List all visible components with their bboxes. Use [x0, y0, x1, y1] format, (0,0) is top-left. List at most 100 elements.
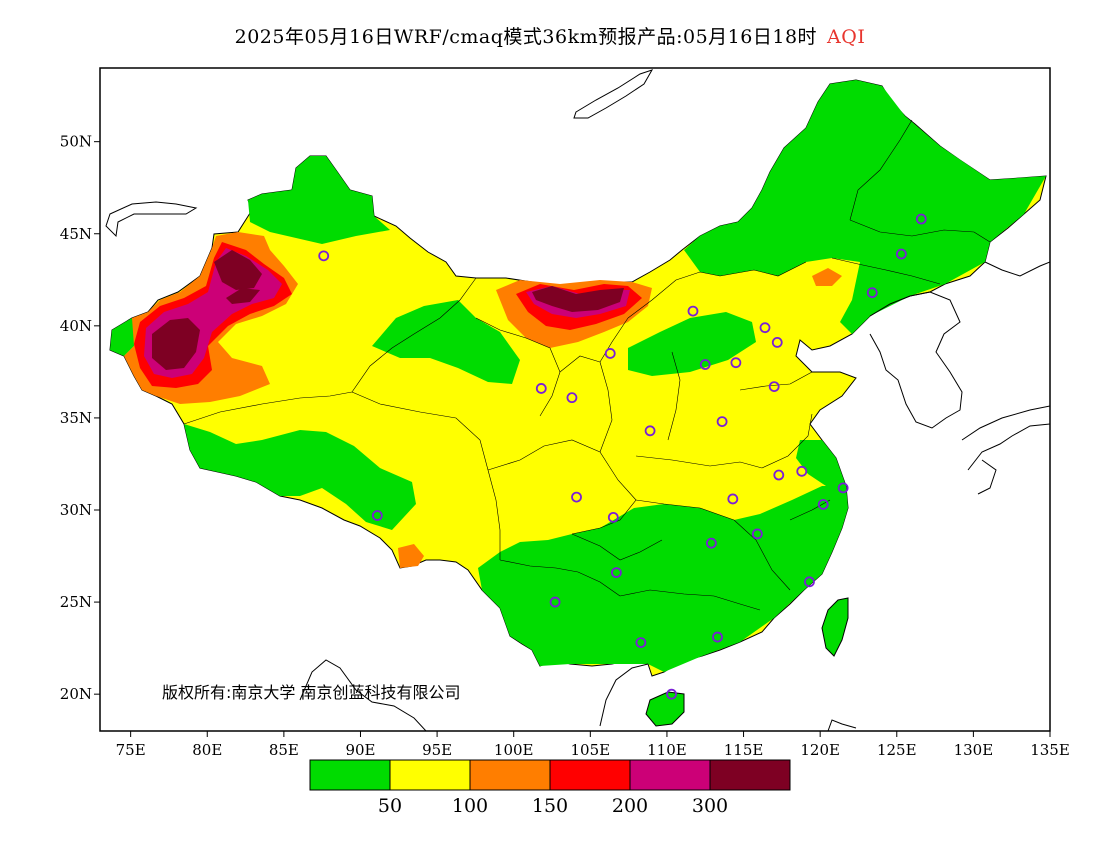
y-tick-label: 30N: [60, 501, 92, 519]
japan-coastline-1: [961, 405, 1050, 441]
station-marker: [566, 392, 578, 404]
x-tick-label: 90E: [345, 741, 375, 759]
station-marker: [727, 493, 739, 505]
station-marker: [635, 637, 647, 648]
region-darkred-xj-1: [152, 318, 200, 370]
region-darkred-xj-3: [226, 288, 260, 304]
x-axis: 75E 80E 85E 90E 95E 100E 105E 110E 115E 120E 125E 1…: [116, 731, 1070, 759]
korea-coastline: [869, 291, 963, 429]
boundary-guizhou: [571, 533, 663, 561]
japan-coastline-2: [967, 423, 1050, 471]
legend-swatch: [709, 759, 791, 791]
darkred-regions: [152, 250, 624, 370]
legend-label: 300: [692, 795, 728, 817]
boundary-guangxi-guangdong: [619, 589, 761, 611]
x-tick-label: 95E: [422, 741, 452, 759]
station-marker: [607, 511, 619, 523]
station-marker: [773, 469, 785, 481]
station-marker: [796, 465, 808, 477]
title-main: 2025年05月16日WRF/cmaq模式36km预报产品:05月16日18时: [234, 26, 818, 48]
legend-label: 200: [612, 795, 648, 817]
station-marker: [571, 491, 582, 503]
region-green-inner: [372, 300, 520, 384]
boundary-shaanxi: [599, 317, 629, 453]
title-variable: AQI: [827, 26, 866, 48]
boundary-yunnan: [499, 559, 621, 597]
province-boundaries: [183, 119, 991, 611]
boundary-zhejiang: [789, 499, 831, 521]
neighbor-coastlines: [105, 69, 1050, 731]
station-marker: [705, 537, 717, 549]
baikal: [573, 69, 654, 119]
balkhash: [105, 201, 198, 238]
boundary-heilongjiang-inner: [849, 119, 913, 221]
boundary-henan-hubei: [635, 455, 763, 469]
region-orange-sw: [398, 544, 424, 568]
y-tick-label: 40N: [60, 317, 92, 335]
x-tick-label: 80E: [192, 741, 222, 759]
legend-swatch: [309, 759, 391, 791]
region-green-south: [478, 486, 848, 672]
boundary-qinghai-tibet: [351, 391, 489, 471]
boundary-gansu: [475, 317, 561, 417]
station-marker: [866, 287, 878, 299]
y-tick-label: 35N: [60, 409, 92, 427]
x-tick-label: 100E: [494, 741, 534, 759]
boundary-jilin-liaoning: [831, 257, 941, 285]
station-marker: [837, 482, 849, 494]
region-green-northeast: [684, 80, 1046, 334]
region-green-east: [796, 440, 846, 486]
y-tick-label: 50N: [60, 133, 92, 151]
map-title: 2025年05月16日WRF/cmaq模式36km预报产品:05月16日18时 A…: [0, 22, 1100, 49]
station-marker: [716, 416, 728, 428]
boundary-innermongolia: [627, 261, 807, 319]
station-marker: [759, 322, 771, 334]
x-tick-label: 110E: [647, 741, 687, 759]
taiwan-landmass: [821, 597, 849, 657]
boundary-xinjiang-qinghai-gansu: [351, 277, 477, 393]
station-marker: [771, 337, 783, 348]
southeast-islands: [827, 719, 857, 731]
boundary-jiangxi-fujian: [733, 519, 791, 591]
region-green-tibet: [184, 424, 416, 530]
indochina-coast-2: [299, 659, 427, 731]
station-marker: [610, 567, 622, 579]
station-marker: [804, 576, 815, 588]
boundary-sichuan: [487, 439, 637, 535]
station-marker: [712, 631, 723, 643]
legend-swatch: [469, 759, 551, 791]
y-axis: 20N 25N 30N 35N 40N 45N 50N: [60, 133, 100, 703]
legend-swatch: [389, 759, 471, 791]
station-marker: [730, 357, 742, 369]
x-tick-label: 75E: [116, 741, 146, 759]
x-tick-label: 135E: [1030, 741, 1070, 759]
boundary-hunan: [635, 499, 735, 521]
boundary-shanxi-hebei: [667, 351, 681, 441]
station-marker: [687, 305, 699, 317]
station-marker: [751, 528, 763, 540]
hainan-landmass: [645, 691, 685, 727]
indochina-coast-1: [599, 663, 649, 727]
russia-coast: [984, 261, 1050, 277]
station-marker: [604, 348, 616, 359]
aqi-legend: 50 100 150 200 300: [309, 759, 791, 817]
map-area: [105, 69, 1050, 731]
station-marker: [371, 510, 383, 521]
boundary-heilongjiang-jilin: [849, 219, 991, 243]
station-markers: [318, 213, 927, 700]
y-tick-label: 45N: [60, 225, 92, 243]
station-marker: [644, 425, 656, 437]
station-marker: [817, 499, 829, 510]
legend-label: 50: [378, 795, 402, 817]
legend-label: 100: [452, 795, 488, 817]
station-marker: [318, 250, 330, 262]
station-marker: [666, 688, 677, 700]
legend-swatch: [549, 759, 631, 791]
legend-swatch: [629, 759, 711, 791]
y-tick-label: 20N: [60, 685, 92, 703]
region-orange-ne: [812, 268, 842, 286]
boundary-ningxia: [559, 355, 601, 373]
region-darkred-innermongolia: [532, 286, 624, 312]
station-marker: [768, 381, 780, 393]
